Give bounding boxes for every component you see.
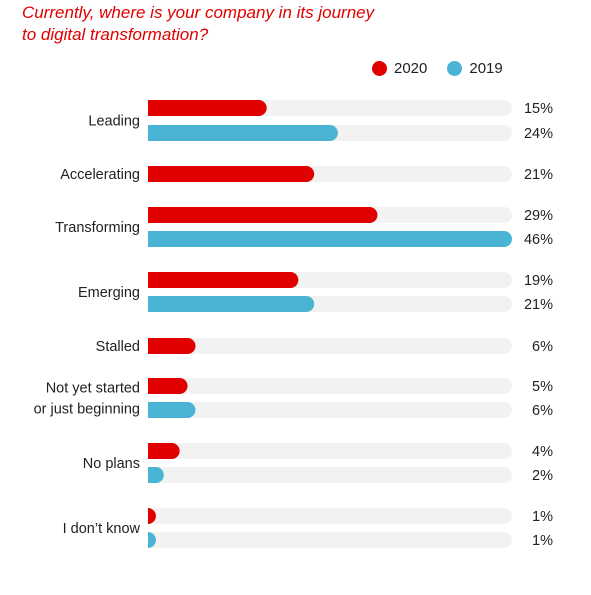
category-label-i-don-t-know: I don’t know [63, 521, 141, 537]
value-label-leading-2019: 24% [524, 126, 553, 142]
value-label-no-plans-2019: 2% [532, 468, 553, 484]
legend: 2020 2019 [372, 57, 503, 79]
bar-track-i-don-t-know-2020 [148, 508, 512, 524]
value-label-not-yet-started-or-just-beginning-2020: 5% [532, 379, 553, 395]
bar-emerging-2020 [148, 272, 299, 288]
bar-track-not-yet-started-or-just-beginning-2019 [148, 402, 512, 418]
bar-track-i-don-t-know-2019 [148, 532, 512, 548]
value-label-accelerating-2020: 21% [524, 167, 553, 183]
legend-swatch-2019 [447, 60, 463, 76]
chart-title-line-2: to digital transformation? [22, 25, 209, 44]
bar-i-don-t-know-2019 [148, 532, 156, 548]
category-label-no-plans: No plans [83, 456, 140, 472]
value-label-transforming-2020: 29% [524, 208, 553, 224]
value-label-leading-2020: 15% [524, 101, 553, 117]
bar-emerging-2019 [148, 296, 315, 312]
bar-no-plans-2019 [148, 467, 164, 483]
legend-item-2020: 2020 [372, 60, 427, 77]
chart-title: Currently, where is your company in its … [22, 2, 462, 46]
value-label-no-plans-2020: 4% [532, 444, 553, 460]
bar-no-plans-2020 [148, 443, 180, 459]
legend-label-2020: 2020 [394, 59, 428, 77]
category-label-stalled: Stalled [96, 339, 140, 355]
bar-track-stalled-2020 [148, 338, 512, 354]
legend-label-2019: 2019 [469, 59, 503, 77]
bar-track-no-plans-2020 [148, 443, 512, 459]
category-label-transforming: Transforming [55, 220, 140, 236]
bar-accelerating-2020 [148, 166, 315, 182]
category-label-not-yet-started-or-just-beginning-line-1: Not yet started [46, 381, 140, 397]
bar-not-yet-started-or-just-beginning-2019 [148, 402, 196, 418]
bar-i-don-t-know-2020 [148, 508, 156, 524]
chart-title-line-1: Currently, where is your company in its … [22, 3, 375, 22]
legend-item-2019: 2019 [447, 59, 503, 77]
bar-transforming-2019 [148, 231, 512, 247]
value-label-emerging-2020: 19% [524, 273, 553, 289]
value-label-not-yet-started-or-just-beginning-2019: 6% [532, 403, 553, 419]
bar-transforming-2020 [148, 207, 378, 223]
value-label-emerging-2019: 21% [524, 297, 553, 313]
category-label-leading: Leading [88, 114, 140, 130]
value-label-transforming-2019: 46% [524, 232, 553, 248]
bar-leading-2020 [148, 100, 267, 116]
bar-track-not-yet-started-or-just-beginning-2020 [148, 378, 512, 394]
value-label-i-don-t-know-2020: 1% [532, 509, 553, 525]
bar-track-no-plans-2019 [148, 467, 512, 483]
category-label-not-yet-started-or-just-beginning-line-2: or just beginning [34, 402, 140, 418]
value-label-stalled-2020: 6% [532, 339, 553, 355]
legend-swatch-2020 [372, 60, 387, 76]
category-label-accelerating: Accelerating [60, 167, 140, 183]
bar-leading-2019 [148, 125, 338, 141]
category-label-emerging: Emerging [78, 285, 140, 301]
value-label-i-don-t-know-2019: 1% [532, 533, 553, 549]
bar-not-yet-started-or-just-beginning-2020 [148, 378, 188, 394]
bar-stalled-2020 [148, 338, 196, 354]
